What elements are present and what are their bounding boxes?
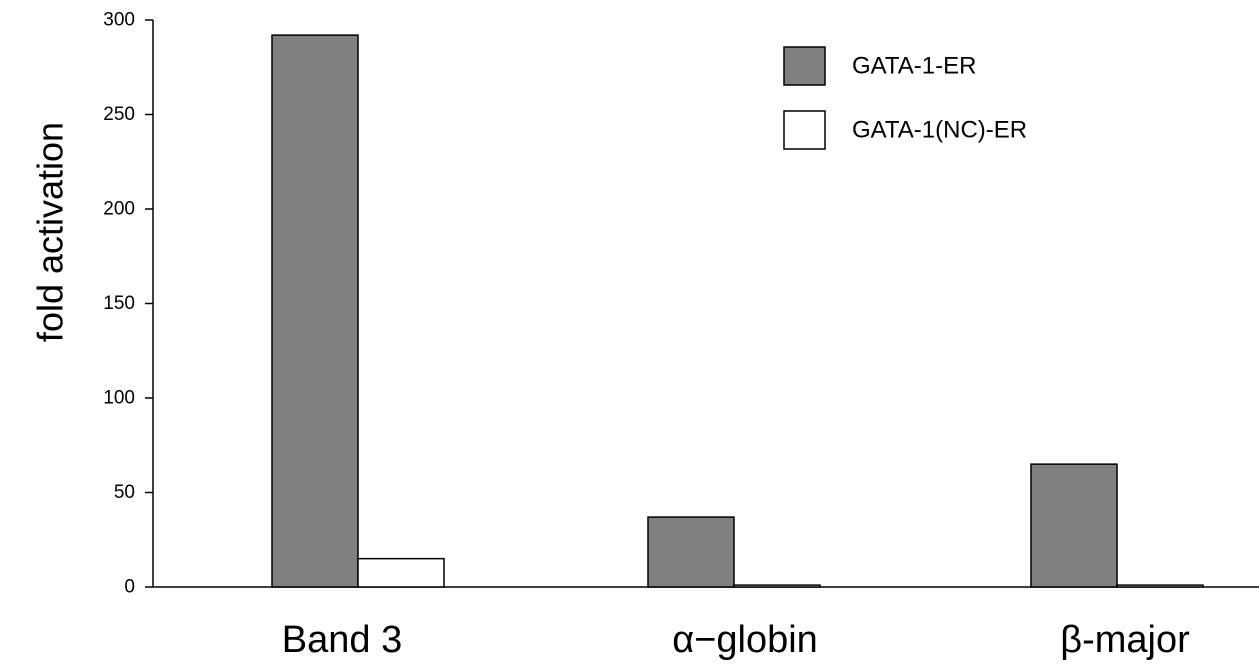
y-tick-label: 0 <box>124 577 135 598</box>
bar-gata1nc-er <box>357 557 445 588</box>
y-tick-label: 300 <box>103 10 135 31</box>
x-tick-labels: Band 3 α−globin β-major <box>282 619 1190 661</box>
bar-gata1-er <box>1030 463 1118 588</box>
x-tick-label: α−globin <box>672 619 818 661</box>
y-tick-label: 250 <box>103 104 135 125</box>
legend-label: GATA-1-ER <box>852 53 976 80</box>
x-tick-label: Band 3 <box>282 619 402 661</box>
legend: GATA-1-ER GATA-1(NC)-ER <box>783 46 1027 150</box>
bar-gata1nc-er <box>1116 584 1204 588</box>
y-tick-label: 200 <box>103 199 135 220</box>
legend-swatch <box>783 46 826 86</box>
bar-gata1-er <box>647 516 735 588</box>
y-tick-label: 100 <box>103 388 135 409</box>
y-axis-label: fold activation <box>30 122 71 342</box>
bars <box>271 34 1204 588</box>
x-tick-label: β-major <box>1060 619 1190 661</box>
bar-gata1nc-er <box>733 584 821 588</box>
bar-gata1-er <box>271 34 359 588</box>
legend-label: GATA-1(NC)-ER <box>852 117 1027 144</box>
legend-swatch <box>783 110 826 150</box>
y-tick-label: 50 <box>114 482 135 503</box>
y-tick-label: 150 <box>103 293 135 314</box>
y-ticks: 0 50 100 150 200 250 300 <box>103 10 153 598</box>
